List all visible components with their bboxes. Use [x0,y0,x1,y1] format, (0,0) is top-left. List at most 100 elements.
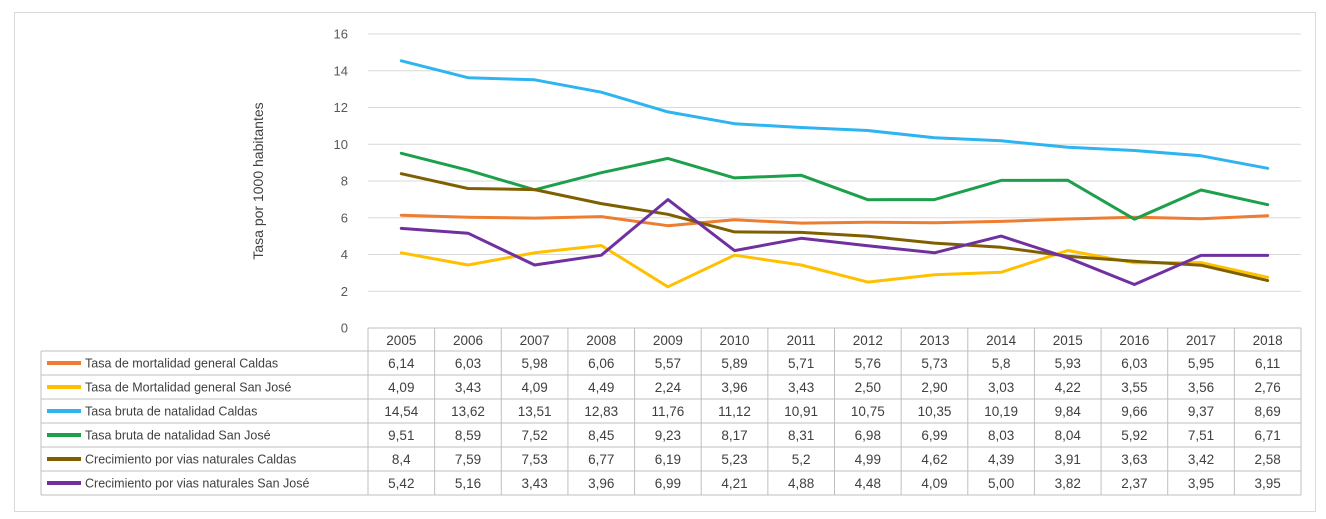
y-tick-label: 12 [334,100,348,115]
x-category-label: 2006 [453,333,483,348]
data-label: 3,43 [521,476,547,491]
x-category-label: 2017 [1186,333,1216,348]
y-tick-label: 14 [334,63,348,78]
x-category-label: 2014 [986,333,1017,348]
series-name: Tasa de mortalidad general Caldas [85,357,278,371]
data-label: 5,98 [521,356,547,371]
data-label: 5,16 [455,476,481,491]
x-category-label: 2009 [653,333,683,348]
data-label: 5,92 [1121,428,1147,443]
x-category-label: 2005 [386,333,416,348]
y-tick-label: 16 [334,27,348,42]
data-label: 2,90 [921,380,947,395]
data-label: 6,11 [1255,356,1280,371]
data-label: 10,35 [918,404,952,419]
x-category-label: 2012 [853,333,883,348]
data-label: 3,03 [988,380,1014,395]
data-label: 4,22 [1055,380,1081,395]
data-label: 3,95 [1255,476,1281,491]
data-table: 2005 2006 2007 2008 2009 2010 2011 2012 2013 2014… [40,327,1302,496]
data-label: 7,59 [455,452,481,467]
data-label: 3,63 [1121,452,1147,467]
data-label: 11,76 [652,404,685,419]
data-label: 5,2 [792,452,811,467]
data-label: 9,37 [1188,404,1214,419]
data-label: 5,42 [388,476,414,491]
series-line [399,213,1270,228]
data-label: 5,93 [1055,356,1081,371]
y-tick-label: 0 [341,321,348,336]
data-label: 4,21 [721,476,747,491]
data-label: 12,83 [584,404,618,419]
data-label: 13,62 [451,404,485,419]
data-label: 8,04 [1055,428,1082,443]
data-label: 3,96 [721,380,747,395]
data-label: 5,8 [992,356,1011,371]
data-label: 4,09 [521,380,547,395]
data-label: 11,12 [718,404,751,419]
data-label: 6,98 [855,428,881,443]
data-label: 4,99 [855,452,881,467]
data-label: 4,49 [588,380,614,395]
data-label: 4,48 [855,476,881,491]
data-label: 3,43 [455,380,481,395]
data-label: 3,91 [1055,452,1081,467]
data-label: 6,99 [921,428,947,443]
x-category-label: 2016 [1119,333,1149,348]
x-category-label: 2013 [919,333,949,348]
data-label: 8,69 [1255,404,1281,419]
y-axis-label: Tasa por 1000 habitantes [250,102,266,259]
data-label: 4,09 [388,380,414,395]
data-label: 8,03 [988,428,1014,443]
data-label: 5,95 [1188,356,1214,371]
data-label: 3,42 [1188,452,1214,467]
data-label: 2,58 [1255,452,1281,467]
data-label: 2,24 [655,380,682,395]
data-label: 3,55 [1121,380,1147,395]
series-line [399,244,1270,289]
data-label: 9,51 [388,428,414,443]
chart-frame: 0 2 4 6 8 10 12 14 16 Tasa por 1000 habitantes 2… [14,12,1316,512]
x-category-label: 2010 [720,333,750,348]
line-chart: 0 2 4 6 8 10 12 14 16 Tasa por 1000 habitantes 2… [40,27,1302,496]
data-label: 7,52 [521,428,547,443]
data-label: 8,59 [455,428,481,443]
data-label: 3,56 [1188,380,1214,395]
data-label: 8,31 [788,428,814,443]
data-label: 8,17 [721,428,747,443]
series-name: Tasa bruta de natalidad Caldas [85,405,257,419]
data-label: 2,37 [1121,476,1147,491]
x-category-label: 2015 [1053,333,1083,348]
data-label: 9,23 [655,428,681,443]
data-label: 6,19 [655,452,681,467]
data-label: 4,88 [788,476,814,491]
y-tick-label: 8 [341,174,348,189]
data-label: 7,51 [1188,428,1214,443]
data-label: 4,39 [988,452,1014,467]
data-label: 6,77 [588,452,614,467]
x-category-label: 2018 [1253,333,1283,348]
y-axis-ticks: 0 2 4 6 8 10 12 14 16 [334,27,348,336]
data-label: 14,54 [384,404,418,419]
y-tick-label: 10 [334,137,348,152]
data-label: 5,76 [855,356,881,371]
data-label: 6,14 [388,356,415,371]
series-line [399,198,1270,286]
series-lines [399,59,1270,289]
data-label: 6,03 [455,356,481,371]
data-label: 3,43 [788,380,814,395]
data-label: 8,45 [588,428,614,443]
data-label: 5,71 [788,356,814,371]
data-label: 5,89 [721,356,747,371]
data-label: 4,09 [921,476,947,491]
data-label: 10,91 [784,404,818,419]
series-line [399,151,1270,221]
series-name: Tasa de Mortalidad general San José [85,381,291,395]
data-label: 4,62 [921,452,947,467]
data-label: 7,53 [521,452,547,467]
data-label: 10,75 [851,404,885,419]
data-label: 3,96 [588,476,614,491]
data-label: 6,06 [588,356,614,371]
x-category-label: 2011 [787,333,816,348]
data-label: 10,19 [984,404,1018,419]
